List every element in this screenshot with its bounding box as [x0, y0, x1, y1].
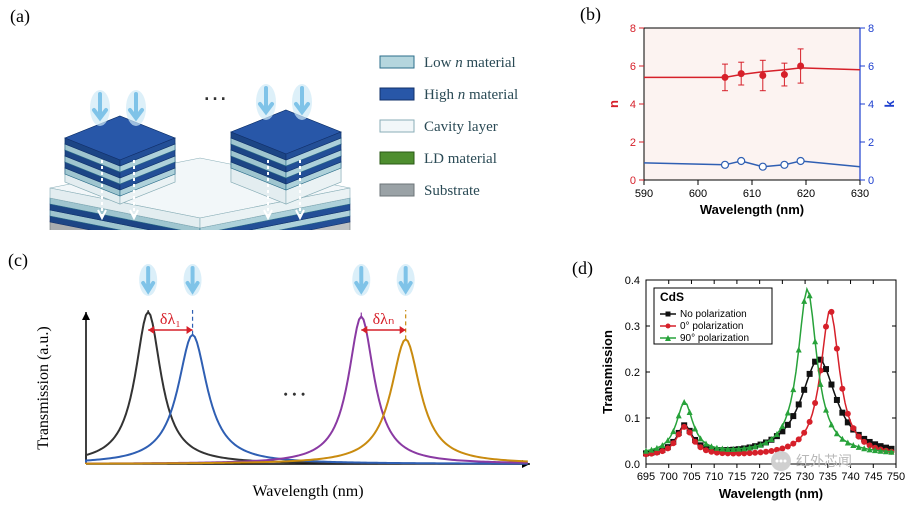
- svg-text:0.3: 0.3: [625, 321, 640, 333]
- svg-text:720: 720: [750, 471, 768, 483]
- svg-text:8: 8: [868, 23, 874, 35]
- svg-text:n: n: [606, 100, 621, 108]
- svg-text:δλ₁: δλ₁: [160, 311, 181, 328]
- svg-text:High n material: High n material: [424, 87, 518, 103]
- svg-text:Cavity layer: Cavity layer: [424, 119, 498, 135]
- svg-text:…: …: [202, 76, 228, 106]
- nk-chart-svg: 5906006106206300246802468Wavelength (nm)…: [604, 20, 904, 220]
- svg-text:Wavelength (nm): Wavelength (nm): [719, 486, 823, 501]
- svg-text:4: 4: [868, 99, 874, 111]
- svg-text:Transmission: Transmission: [600, 330, 615, 414]
- svg-text:730: 730: [796, 471, 814, 483]
- cds-chart-svg: 695 700 705 710 715 720 725 730 735 740 745 750 0.0 0…: [596, 272, 906, 504]
- panel-b-label: (b): [580, 4, 601, 25]
- svg-text:0.0: 0.0: [625, 459, 640, 471]
- panel-c-label: (c): [8, 250, 28, 271]
- svg-text:6: 6: [868, 61, 874, 73]
- svg-text:4: 4: [630, 99, 636, 111]
- svg-text:Wavelength (nm): Wavelength (nm): [252, 483, 363, 500]
- transmission-schematic-svg: δλ₁ δλₙ … Wavelength (nm) Transmission (a.u.…: [30, 252, 550, 504]
- svg-text:0° polarization: 0° polarization: [680, 321, 743, 332]
- panel-d-label: (d): [572, 258, 593, 279]
- svg-text:0.1: 0.1: [625, 413, 640, 425]
- svg-text:k: k: [882, 100, 897, 108]
- svg-text:710: 710: [705, 471, 723, 483]
- svg-text:630: 630: [851, 188, 869, 200]
- svg-text:6: 6: [630, 61, 636, 73]
- svg-text:Low n material: Low n material: [424, 55, 516, 71]
- svg-text:735: 735: [819, 471, 837, 483]
- svg-text:Substrate: Substrate: [424, 183, 480, 199]
- svg-text:2: 2: [630, 137, 636, 149]
- watermark: 红外芯闻: [770, 450, 852, 472]
- svg-text:590: 590: [635, 188, 653, 200]
- svg-text:LD material: LD material: [424, 151, 497, 167]
- svg-text:0.4: 0.4: [625, 275, 640, 287]
- schematic-svg: … Low n material High n material Cavity lay…: [30, 10, 550, 230]
- svg-text:725: 725: [773, 471, 791, 483]
- svg-text:700: 700: [660, 471, 678, 483]
- svg-text:2: 2: [868, 137, 874, 149]
- svg-text:0: 0: [630, 175, 636, 187]
- svg-text:0: 0: [868, 175, 874, 187]
- chat-icon: [770, 450, 792, 472]
- panel-a-label: (a): [10, 6, 30, 27]
- svg-text:8: 8: [630, 23, 636, 35]
- svg-text:745: 745: [864, 471, 882, 483]
- panel-c-chart: δλ₁ δλₙ … Wavelength (nm) Transmission (a.u.…: [30, 252, 550, 504]
- watermark-text: 红外芯闻: [796, 451, 852, 471]
- svg-text:0.2: 0.2: [625, 367, 640, 379]
- svg-text:Transmission (a.u.): Transmission (a.u.): [35, 326, 52, 449]
- svg-text:No polarization: No polarization: [680, 309, 747, 320]
- panel-a-schematic: … Low n material High n material Cavity lay…: [30, 10, 550, 230]
- svg-text:90° polarization: 90° polarization: [680, 333, 749, 344]
- svg-text:715: 715: [728, 471, 746, 483]
- svg-text:CdS: CdS: [660, 290, 684, 304]
- svg-text:δλₙ: δλₙ: [373, 311, 395, 328]
- svg-text:600: 600: [689, 188, 707, 200]
- svg-text:695: 695: [637, 471, 655, 483]
- panel-b-chart: 5906006106206300246802468Wavelength (nm)…: [604, 20, 904, 220]
- svg-text:…: …: [281, 373, 307, 402]
- svg-text:740: 740: [841, 471, 859, 483]
- svg-text:620: 620: [797, 188, 815, 200]
- svg-text:705: 705: [682, 471, 700, 483]
- panel-d-chart: 695 700 705 710 715 720 725 730 735 740 745 750 0.0 0…: [596, 272, 906, 504]
- svg-text:Wavelength (nm): Wavelength (nm): [700, 202, 804, 217]
- svg-text:610: 610: [743, 188, 761, 200]
- svg-text:750: 750: [887, 471, 905, 483]
